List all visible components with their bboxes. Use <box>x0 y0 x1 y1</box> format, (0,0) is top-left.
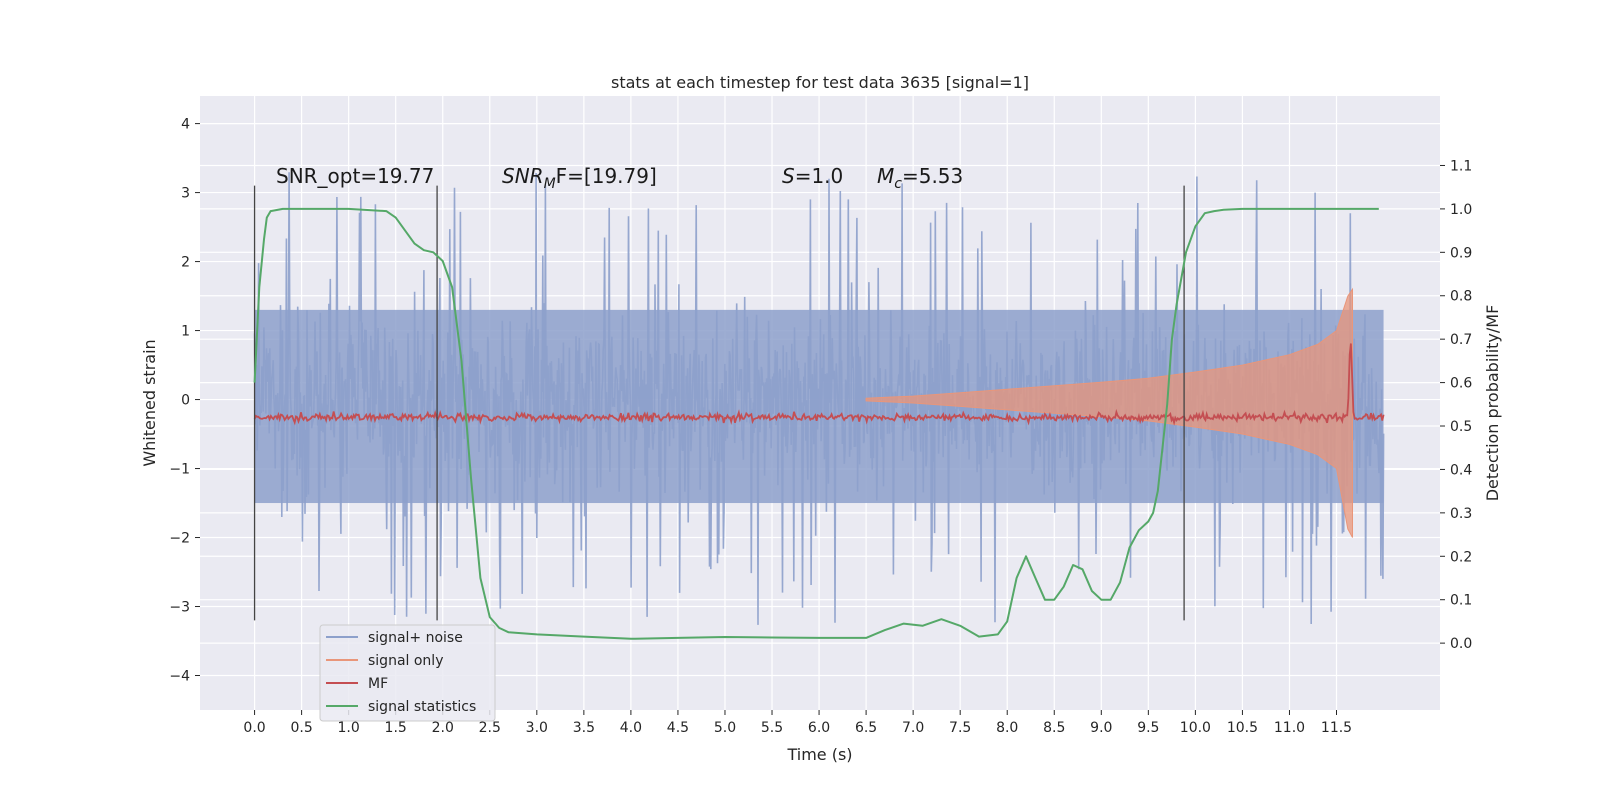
x-tick-label: 6.0 <box>808 720 830 736</box>
legend: signal+ noise signal only MF signal stat… <box>319 624 496 722</box>
x-tick-label: 0.0 <box>243 720 265 736</box>
x-tick-label: 9.0 <box>1090 720 1112 736</box>
y-tick-label: −3 <box>169 600 190 616</box>
x-tick-label: 2.0 <box>432 720 454 736</box>
x-axis-label: Time (s) <box>786 745 852 764</box>
y-tick-label: 3 <box>181 186 190 202</box>
x-tick-label: 11.5 <box>1321 720 1352 736</box>
annotation-s: S=1.0 <box>782 164 843 188</box>
y2-tick-label: 0.0 <box>1450 636 1472 652</box>
x-tick-label: 10.0 <box>1180 720 1211 736</box>
data-layer <box>253 172 1385 640</box>
annotation-snr-mf-main: SNR <box>502 164 544 188</box>
y-tick-label: −1 <box>169 462 190 478</box>
x-tick-label: 2.5 <box>479 720 501 736</box>
legend-label-signal-statistics: signal statistics <box>368 699 476 715</box>
annotation-snr-mf: SNRMF=[19.79] <box>502 164 657 192</box>
legend-label-mf: MF <box>368 676 388 692</box>
y2-tick-label: 0.6 <box>1450 376 1472 392</box>
annotation-snr-opt: SNR_opt=19.77 <box>276 164 434 188</box>
y-tick-label: 1 <box>181 324 190 340</box>
chart-title: stats at each timestep for test data 363… <box>611 73 1029 92</box>
annotation-mc: Mc=5.53 <box>877 164 963 192</box>
y-tick-label: −4 <box>169 669 190 685</box>
x-tick-label: 3.0 <box>526 720 548 736</box>
legend-box <box>319 624 496 722</box>
x-tick-label: 3.5 <box>573 720 595 736</box>
x-tick-label: 9.5 <box>1137 720 1159 736</box>
x-tick-label: 10.5 <box>1227 720 1258 736</box>
x-tick-label: 1.0 <box>338 720 360 736</box>
x-tick-label: 4.5 <box>667 720 689 736</box>
y2-tick-label: 0.3 <box>1450 506 1472 522</box>
series-signal-only <box>865 287 1353 538</box>
y2-tick-label: 0.8 <box>1450 289 1472 305</box>
axes: 0.0 0.5 1.0 1.5 2.0 2.5 3.0 3.5 4.0 4.5 5.0 5.5 6.0 6… <box>169 117 1472 736</box>
y2-tick-label: 0.7 <box>1450 332 1472 348</box>
x-tick-label: 0.5 <box>290 720 312 736</box>
x-tick-label: 7.5 <box>949 720 971 736</box>
series-signal-statistics <box>253 207 1379 640</box>
x-tick-label: 4.0 <box>620 720 642 736</box>
y2-tick-label: 0.5 <box>1450 419 1472 435</box>
y2-axis-label: Detection probability/MF <box>1483 305 1502 502</box>
x-tick-label: 11.0 <box>1274 720 1305 736</box>
legend-label-signal-only: signal only <box>368 653 443 669</box>
y2-tick-label: 0.2 <box>1450 549 1472 565</box>
y2-tick-label: 0.9 <box>1450 245 1472 261</box>
annotation-snr-mf-sub: M <box>544 176 556 192</box>
y-axis-label: Whitened strain <box>140 339 159 466</box>
y2-tick-label: 0.1 <box>1450 593 1472 609</box>
annotation-s-main: S <box>782 164 795 188</box>
x-tick-label: 8.5 <box>1043 720 1065 736</box>
y-tick-label: 4 <box>181 117 190 133</box>
annotation-mc-rest: =5.53 <box>902 164 963 188</box>
y2-tick-label: 0.4 <box>1450 462 1472 478</box>
x-tick-label: 8.0 <box>996 720 1018 736</box>
annotation-s-rest: =1.0 <box>795 164 844 188</box>
series-mf <box>253 343 1385 426</box>
x-tick-label: 7.0 <box>902 720 924 736</box>
legend-label-signal-noise: signal+ noise <box>368 630 463 646</box>
annotation-snr-mf-rest: F=[19.79] <box>556 164 657 188</box>
y-tick-label: 0 <box>181 393 190 409</box>
y-tick-label: −2 <box>169 531 190 547</box>
y2-tick-label: 1.1 <box>1450 158 1472 174</box>
y2-tick-label: 1.0 <box>1450 202 1472 218</box>
annotation-mc-main: M <box>877 164 894 188</box>
annotation-mc-sub: c <box>894 176 902 192</box>
y-tick-label: 2 <box>181 255 190 271</box>
x-tick-label: 1.5 <box>385 720 407 736</box>
x-tick-label: 5.5 <box>761 720 783 736</box>
x-tick-label: 6.5 <box>855 720 877 736</box>
x-tick-label: 5.0 <box>714 720 736 736</box>
